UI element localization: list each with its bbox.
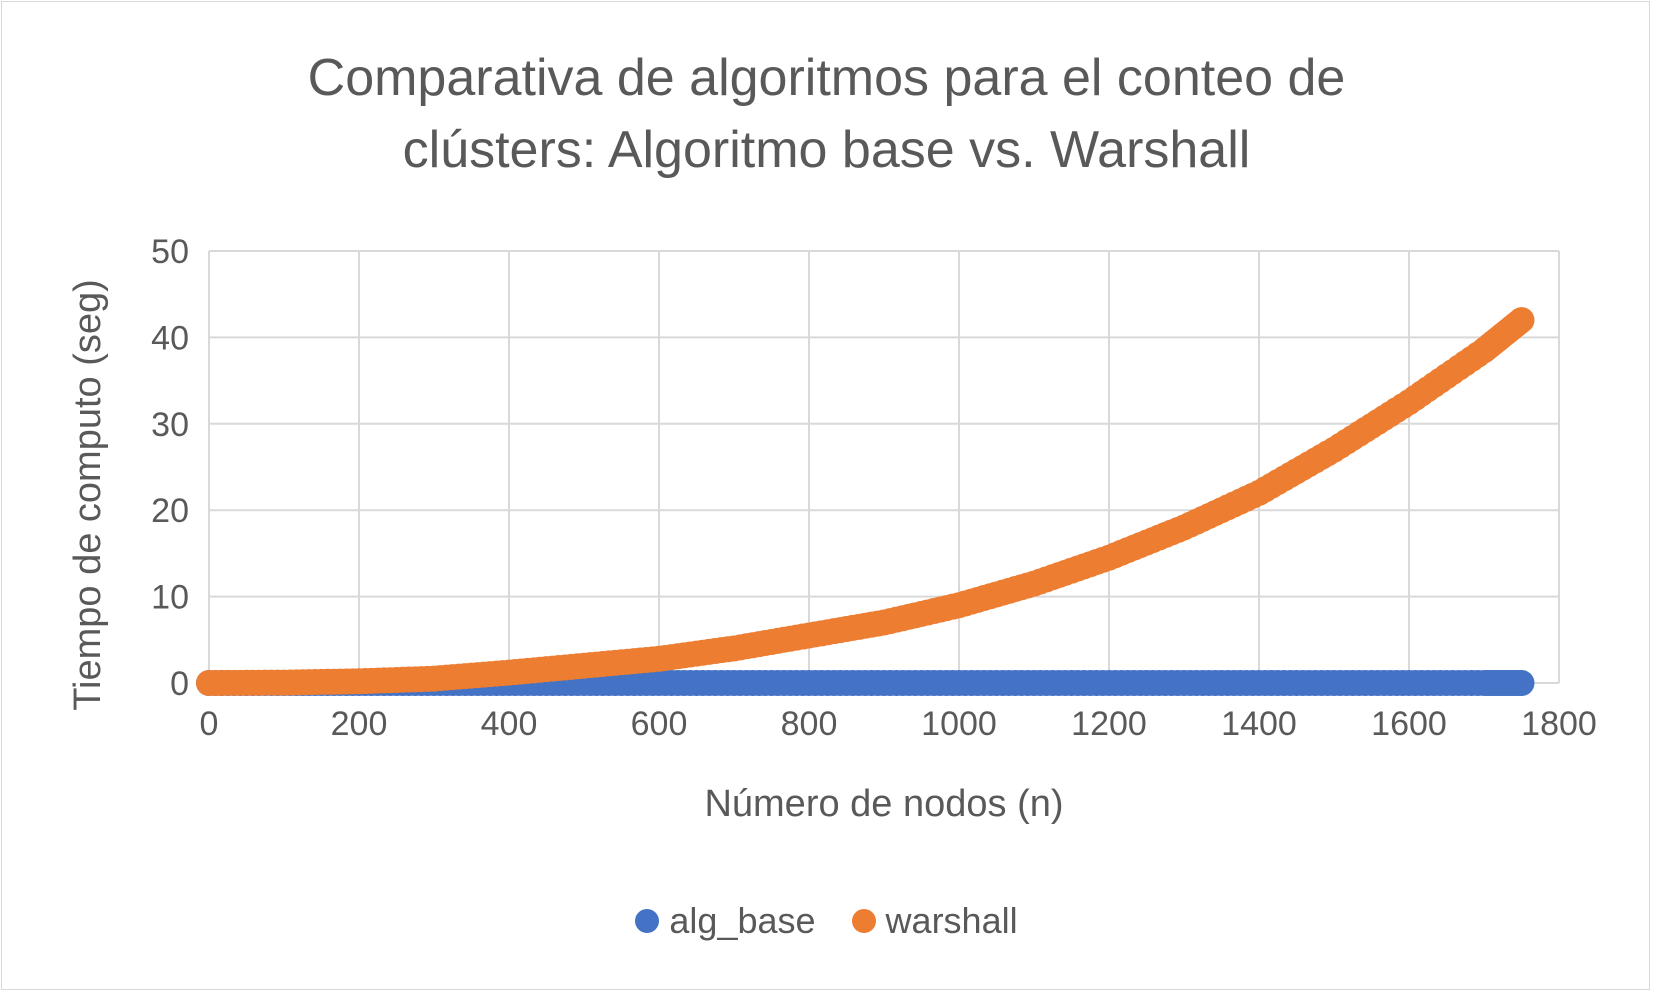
x-tick-label: 1200 [1071, 705, 1147, 743]
legend-swatch-warshall [851, 909, 876, 933]
data-point [1508, 307, 1535, 334]
y-tick-label: 0 [170, 665, 189, 703]
x-axis-ticks: 0 200 400 600 800 1000 1200 1400 1600 1800 [200, 705, 1597, 743]
x-axis-title: Número de nodos (n) [704, 783, 1063, 825]
legend-item-warshall: warshall [851, 900, 1018, 942]
x-tick-label: 800 [781, 705, 838, 743]
chart-title: Comparativa de algoritmos para el conteo… [0, 42, 1653, 186]
y-tick-label: 20 [151, 492, 189, 530]
y-tick-label: 30 [151, 406, 189, 444]
x-tick-label: 200 [331, 705, 388, 743]
series-alg_base [196, 670, 1535, 696]
chart-title-line-2: clústers: Algoritmo base vs. Warshall [402, 121, 1251, 179]
y-axis-title: Tiempo de computo (seg) [67, 279, 109, 711]
series-layer [196, 307, 1535, 696]
legend: alg_base warshall [0, 900, 1653, 942]
series-warshall [196, 307, 1535, 696]
chart-title-line-1: Comparativa de algoritmos para el conteo… [307, 49, 1346, 107]
legend-item-alg-base: alg_base [635, 900, 816, 942]
x-tick-label: 1800 [1521, 705, 1597, 743]
y-axis-ticks: 0 10 20 30 40 50 [151, 233, 189, 703]
x-tick-label: 400 [481, 705, 538, 743]
x-tick-label: 0 [200, 705, 219, 743]
y-tick-label: 40 [151, 319, 189, 357]
y-tick-label: 10 [151, 579, 189, 617]
legend-label-warshall: warshall [885, 900, 1018, 941]
x-tick-label: 1600 [1371, 705, 1447, 743]
legend-swatch-alg-base [635, 909, 660, 933]
y-tick-label: 50 [151, 233, 189, 271]
x-tick-label: 1000 [921, 705, 997, 743]
legend-label-alg-base: alg_base [669, 900, 816, 941]
data-point [1508, 670, 1535, 696]
x-tick-label: 1400 [1221, 705, 1297, 743]
x-tick-label: 600 [631, 705, 688, 743]
